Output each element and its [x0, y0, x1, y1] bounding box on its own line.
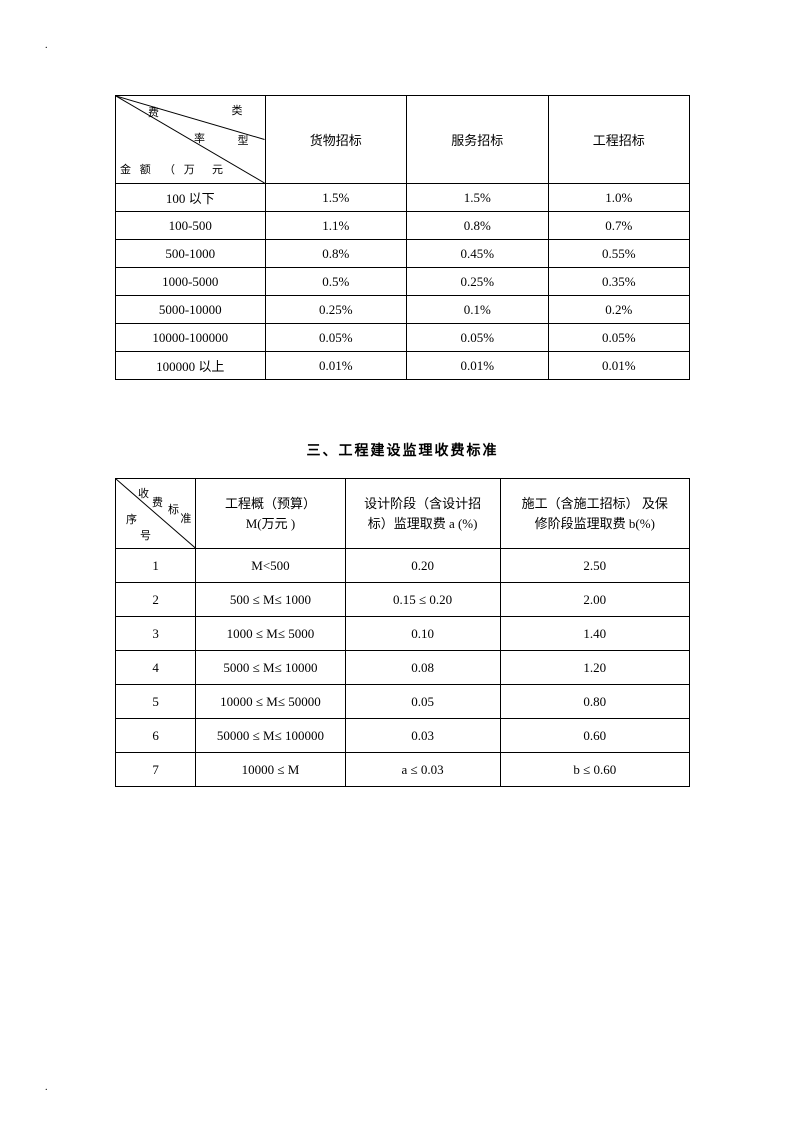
t1-value-cell: 0.01% [548, 352, 690, 380]
t2-m-cell: 5000 ≤ M≤ 10000 [196, 651, 345, 685]
t1-value-cell: 0.35% [548, 268, 690, 296]
t2-a-cell: 0.20 [345, 549, 500, 583]
t2-diag-label: 准 [180, 510, 191, 526]
t2-diag-label: 费 [152, 494, 163, 510]
t1-range-cell: 5000-10000 [116, 296, 266, 324]
t1-range-cell: 100000 以上 [116, 352, 266, 380]
t2-a-cell: 0.05 [345, 685, 500, 719]
t2-seq-cell: 3 [116, 617, 196, 651]
t2-m-cell: 10000 ≤ M [196, 753, 345, 787]
t1-diag-label: 类 [232, 102, 243, 118]
t1-range-cell: 10000-100000 [116, 324, 266, 352]
t1-value-cell: 0.5% [265, 268, 406, 296]
section-3-title: 三、工程建设监理收费标准 [115, 440, 690, 460]
t2-diag-label: 标 [168, 501, 179, 517]
t2-b-cell: 2.00 [500, 583, 689, 617]
table-row: 45000 ≤ M≤ 100000.081.20 [116, 651, 690, 685]
corner-dot-bottom: . [45, 1082, 48, 1093]
t1-diag-label: 率 [194, 130, 205, 146]
t1-col-header: 货物招标 [265, 96, 406, 184]
table-row: 1M<5000.202.50 [116, 549, 690, 583]
t1-value-cell: 0.25% [407, 268, 548, 296]
t1-value-cell: 1.5% [407, 184, 548, 212]
t1-value-cell: 1.1% [265, 212, 406, 240]
t1-value-cell: 0.1% [407, 296, 548, 324]
t2-col-header: 设计阶段（含设计招标）监理取费 a (%) [345, 479, 500, 549]
t1-value-cell: 0.8% [265, 240, 406, 268]
t2-m-cell: 500 ≤ M≤ 1000 [196, 583, 345, 617]
t2-b-cell: b ≤ 0.60 [500, 753, 689, 787]
t2-col-header: 施工（含施工招标） 及保修阶段监理取费 b(%) [500, 479, 689, 549]
t1-value-cell: 0.05% [548, 324, 690, 352]
table-row: 1000-50000.5%0.25%0.35% [116, 268, 690, 296]
t2-a-cell: 0.10 [345, 617, 500, 651]
t2-diag-label: 序 [126, 511, 137, 527]
table-row: 510000 ≤ M≤ 500000.050.80 [116, 685, 690, 719]
t1-value-cell: 0.45% [407, 240, 548, 268]
t2-b-cell: 1.20 [500, 651, 689, 685]
document-page: . . 类 费 率 型 金 额 （ 万 元 货物招标 服务招标 工程招标 100… [0, 0, 800, 1133]
t2-m-cell: 50000 ≤ M≤ 100000 [196, 719, 345, 753]
table-row: 10000-1000000.05%0.05%0.05% [116, 324, 690, 352]
t2-a-cell: 0.08 [345, 651, 500, 685]
t2-m-cell: 10000 ≤ M≤ 50000 [196, 685, 345, 719]
t2-b-cell: 0.60 [500, 719, 689, 753]
t2-b-cell: 2.50 [500, 549, 689, 583]
t2-seq-cell: 5 [116, 685, 196, 719]
table-row: 100 以下1.5%1.5%1.0% [116, 184, 690, 212]
t1-value-cell: 0.01% [407, 352, 548, 380]
t2-col-header: 工程概（预算）M(万元 ) [196, 479, 345, 549]
t1-range-cell: 500-1000 [116, 240, 266, 268]
t2-a-cell: 0.03 [345, 719, 500, 753]
t1-diag-label: 费 [148, 104, 159, 120]
t2-seq-cell: 1 [116, 549, 196, 583]
t1-col-header: 服务招标 [407, 96, 548, 184]
t1-range-cell: 1000-5000 [116, 268, 266, 296]
table-row: 500-10000.8%0.45%0.55% [116, 240, 690, 268]
supervision-fee-standard-table: 收 费 标 准 序 号 工程概（预算）M(万元 ) 设计阶段（含设计招标）监理取… [115, 478, 690, 787]
t2-seq-cell: 4 [116, 651, 196, 685]
t2-a-cell: a ≤ 0.03 [345, 753, 500, 787]
t1-value-cell: 0.05% [265, 324, 406, 352]
t2-b-cell: 1.40 [500, 617, 689, 651]
t2-m-cell: 1000 ≤ M≤ 5000 [196, 617, 345, 651]
t2-seq-cell: 6 [116, 719, 196, 753]
table-row: 2500 ≤ M≤ 10000.15 ≤ 0.202.00 [116, 583, 690, 617]
t1-value-cell: 0.01% [265, 352, 406, 380]
corner-dot-top: . [45, 40, 48, 51]
t1-diag-label: 元 [212, 161, 223, 177]
t2-diag-label: 收 [138, 485, 149, 501]
t1-value-cell: 0.25% [265, 296, 406, 324]
t1-diag-label: （ 万 [164, 161, 198, 177]
t1-value-cell: 0.05% [407, 324, 548, 352]
t1-diag-label: 型 [238, 132, 249, 148]
t2-diag-label: 号 [140, 527, 151, 543]
t1-range-cell: 100-500 [116, 212, 266, 240]
table-row: 5000-100000.25%0.1%0.2% [116, 296, 690, 324]
table-row: 710000 ≤ Ma ≤ 0.03b ≤ 0.60 [116, 753, 690, 787]
t2-diagonal-header: 收 费 标 准 序 号 [116, 479, 196, 549]
t1-value-cell: 1.0% [548, 184, 690, 212]
t1-value-cell: 0.55% [548, 240, 690, 268]
t1-value-cell: 0.8% [407, 212, 548, 240]
bidding-fee-rate-table: 类 费 率 型 金 额 （ 万 元 货物招标 服务招标 工程招标 100 以下1… [115, 95, 690, 380]
t1-diag-label: 金 额 [120, 161, 154, 177]
t1-value-cell: 0.2% [548, 296, 690, 324]
t2-a-cell: 0.15 ≤ 0.20 [345, 583, 500, 617]
t1-value-cell: 0.7% [548, 212, 690, 240]
table-row: 100000 以上0.01%0.01%0.01% [116, 352, 690, 380]
t2-seq-cell: 2 [116, 583, 196, 617]
table-row: 650000 ≤ M≤ 1000000.030.60 [116, 719, 690, 753]
t1-col-header: 工程招标 [548, 96, 690, 184]
t2-m-cell: M<500 [196, 549, 345, 583]
table-row: 100-5001.1%0.8%0.7% [116, 212, 690, 240]
t1-range-cell: 100 以下 [116, 184, 266, 212]
table-row: 31000 ≤ M≤ 50000.101.40 [116, 617, 690, 651]
t2-seq-cell: 7 [116, 753, 196, 787]
t1-value-cell: 1.5% [265, 184, 406, 212]
t1-diagonal-header: 类 费 率 型 金 额 （ 万 元 [116, 96, 266, 184]
t2-b-cell: 0.80 [500, 685, 689, 719]
